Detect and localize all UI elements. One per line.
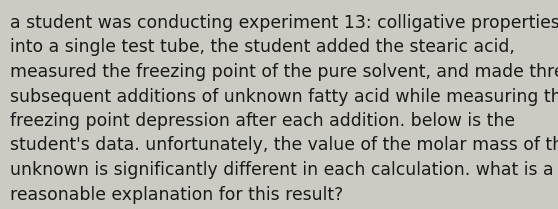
Text: measured the freezing point of the pure solvent, and made three: measured the freezing point of the pure … [10, 63, 558, 81]
Text: reasonable explanation for this result?: reasonable explanation for this result? [10, 186, 343, 204]
Text: student's data. unfortunately, the value of the molar mass of the: student's data. unfortunately, the value… [10, 136, 558, 154]
Text: freezing point depression after each addition. below is the: freezing point depression after each add… [10, 112, 515, 130]
Text: subsequent additions of unknown fatty acid while measuring the: subsequent additions of unknown fatty ac… [10, 88, 558, 106]
Text: a student was conducting experiment 13: colligative properties.: a student was conducting experiment 13: … [10, 14, 558, 32]
Text: unknown is significantly different in each calculation. what is a: unknown is significantly different in ea… [10, 161, 554, 179]
Text: into a single test tube, the student added the stearic acid,: into a single test tube, the student add… [10, 38, 514, 56]
